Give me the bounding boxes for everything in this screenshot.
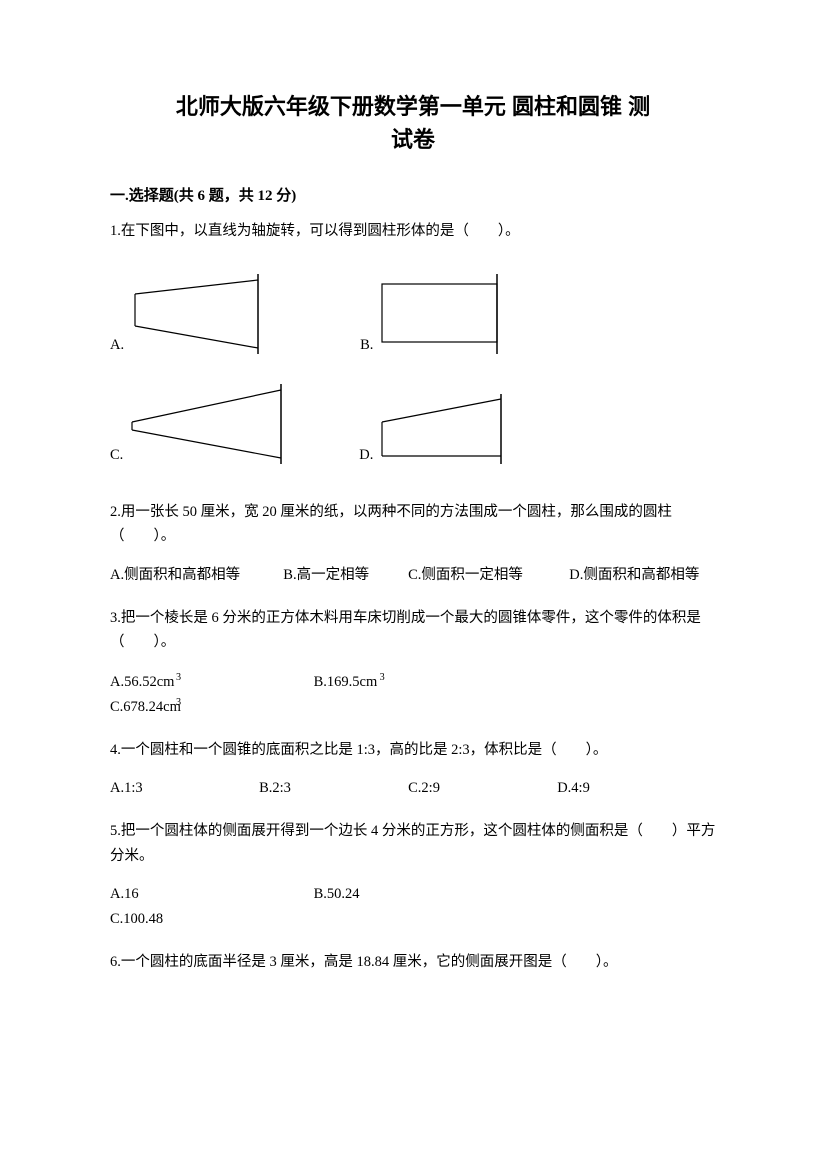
q3-options: A.56.52cm3 B.169.5cm3 C.678.24cm3 (110, 669, 716, 720)
q5-text: 把一个圆柱体的侧面展开得到一个边长 4 分米的正方形，这个圆柱体的侧面积是（ ）… (110, 823, 715, 864)
q5-opt-a: A.16 (110, 882, 310, 907)
q4-opt-c: C.2:9 (408, 776, 553, 801)
triangle-on-axis-wide-icon (129, 384, 284, 464)
question-4: 4.一个圆柱和一个圆锥的底面积之比是 1:3，高的比是 2:3，体积比是（ ）。 (110, 738, 716, 763)
q5-options: A.16 B.50.24 C.100.48 (110, 882, 716, 931)
q1-figure-b: B. (360, 274, 499, 354)
trapezoid-left-tall-icon (130, 274, 260, 354)
q3-opt-c: C.678.24cm3 (110, 694, 310, 719)
q6-text: 一个圆柱的底面半径是 3 厘米，高是 18.84 厘米，它的侧面展开图是（ ）。 (121, 954, 618, 970)
q1-figure-a: A. (110, 274, 260, 354)
q2-opt-c: C.侧面积一定相等 (408, 563, 566, 588)
question-5: 5.把一个圆柱体的侧面展开得到一个边长 4 分米的正方形，这个圆柱体的侧面积是（… (110, 819, 716, 868)
section-heading-1: 一.选择题(共 6 题，共 12 分) (110, 184, 716, 205)
q2-options: A.侧面积和高都相等 B.高一定相等 C.侧面积一定相等 D.侧面积和高都相等 (110, 563, 716, 588)
q1-label-d: D. (359, 447, 373, 464)
q4-opt-b: B.2:3 (259, 776, 404, 801)
question-3: 3.把一个棱长是 6 分米的正方体木料用车床切削成一个最大的圆锥体零件，这个零件… (110, 606, 716, 655)
q5-opt-b: B.50.24 (314, 882, 514, 907)
q1-figure-c: C. (110, 384, 284, 464)
rectangle-on-axis-icon (379, 274, 499, 354)
q3-opt-b: B.169.5cm3 (314, 669, 514, 694)
q1-figures-row-1: A. B. (110, 274, 716, 354)
q4-opt-d: D.4:9 (557, 776, 702, 801)
q1-label-a: A. (110, 337, 124, 354)
q1-figures-row-2: C. D. (110, 384, 716, 464)
page-title: 北师大版六年级下册数学第一单元 圆柱和圆锥 测 试卷 (110, 90, 716, 156)
q4-number: 4. (110, 742, 121, 758)
q1-label-c: C. (110, 447, 123, 464)
q4-opt-a: A.1:3 (110, 776, 255, 801)
q2-opt-a: A.侧面积和高都相等 (110, 563, 280, 588)
q1-number: 1. (110, 223, 121, 239)
q4-options: A.1:3 B.2:3 C.2:9 D.4:9 (110, 776, 716, 801)
q2-opt-b: B.高一定相等 (283, 563, 404, 588)
q2-opt-d: D.侧面积和高都相等 (569, 563, 699, 588)
title-line-1: 北师大版六年级下册数学第一单元 圆柱和圆锥 测 (176, 94, 650, 119)
title-line-2: 试卷 (391, 127, 435, 152)
q3-opt-a: A.56.52cm3 (110, 669, 310, 694)
q3-number: 3. (110, 610, 121, 626)
question-6: 6.一个圆柱的底面半径是 3 厘米，高是 18.84 厘米，它的侧面展开图是（ … (110, 950, 716, 975)
trapezoid-short-icon (379, 394, 504, 464)
q5-number: 5. (110, 823, 121, 839)
q1-label-b: B. (360, 337, 373, 354)
q3-text: 把一个棱长是 6 分米的正方体木料用车床切削成一个最大的圆锥体零件，这个零件的体… (110, 610, 701, 651)
question-1: 1.在下图中，以直线为轴旋转，可以得到圆柱形体的是（ ）。 (110, 219, 716, 244)
q4-text: 一个圆柱和一个圆锥的底面积之比是 1:3，高的比是 2:3，体积比是（ ）。 (121, 742, 608, 758)
q1-text: 在下图中，以直线为轴旋转，可以得到圆柱形体的是（ ）。 (121, 223, 520, 239)
q2-text: 用一张长 50 厘米，宽 20 厘米的纸，以两种不同的方法围成一个圆柱，那么围成… (110, 504, 672, 545)
q2-number: 2. (110, 504, 121, 520)
q1-figure-d: D. (359, 394, 504, 464)
q6-number: 6. (110, 954, 121, 970)
q5-opt-c: C.100.48 (110, 907, 310, 932)
question-2: 2.用一张长 50 厘米，宽 20 厘米的纸，以两种不同的方法围成一个圆柱，那么… (110, 500, 716, 549)
